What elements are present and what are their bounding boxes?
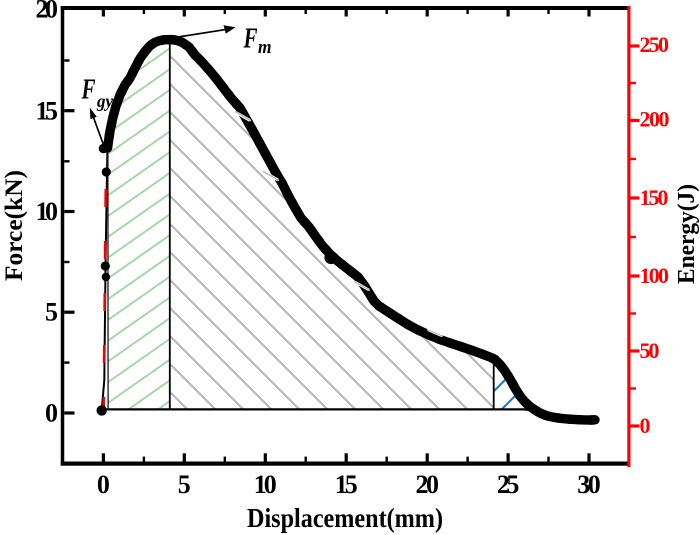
- svg-text:5: 5: [45, 298, 58, 327]
- svg-text:20: 20: [415, 470, 439, 499]
- svg-text:gy: gy: [96, 91, 114, 111]
- svg-text:150: 150: [640, 185, 669, 210]
- svg-text:0: 0: [97, 470, 110, 499]
- svg-text:0: 0: [640, 413, 651, 438]
- svg-text:200: 200: [640, 107, 670, 132]
- svg-text:15: 15: [335, 470, 358, 499]
- svg-text:5: 5: [178, 470, 191, 499]
- svg-text:20: 20: [36, 0, 59, 24]
- svg-text:50: 50: [640, 338, 660, 363]
- svg-text:15: 15: [36, 97, 59, 126]
- svg-text:F: F: [81, 75, 96, 106]
- svg-text:0: 0: [45, 399, 58, 428]
- svg-text:25: 25: [497, 470, 519, 499]
- svg-text:Force(kN): Force(kN): [1, 170, 28, 281]
- svg-text:30: 30: [577, 470, 601, 499]
- svg-text:10: 10: [254, 470, 277, 499]
- svg-text:10: 10: [36, 197, 59, 226]
- svg-text:100: 100: [640, 263, 670, 288]
- svg-text:Displacement(mm): Displacement(mm): [247, 502, 443, 533]
- svg-text:Energy(J): Energy(J): [674, 184, 700, 284]
- svg-text:250: 250: [640, 32, 670, 57]
- svg-text:F: F: [243, 24, 258, 55]
- svg-text:m: m: [258, 37, 272, 58]
